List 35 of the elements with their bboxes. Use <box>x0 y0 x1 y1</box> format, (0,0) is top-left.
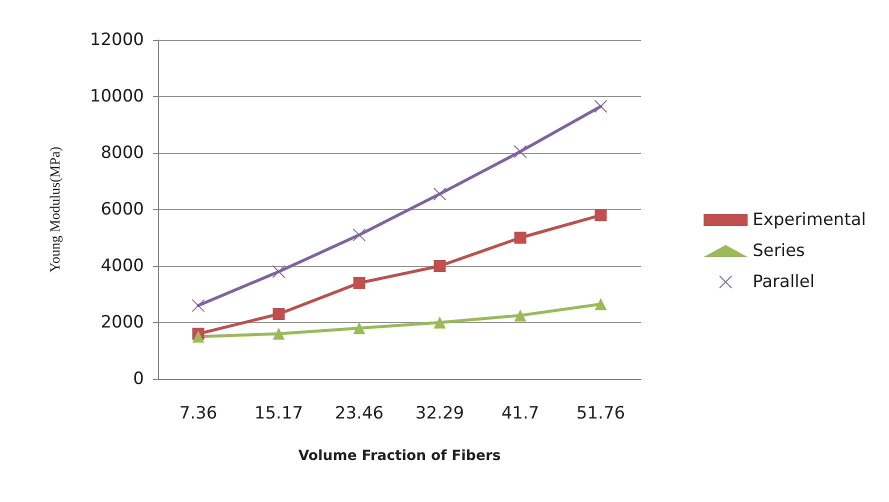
point <box>272 308 285 320</box>
point <box>192 330 204 343</box>
point <box>353 276 366 289</box>
point <box>594 298 607 310</box>
point <box>433 187 446 200</box>
point <box>434 316 446 328</box>
point <box>352 228 366 242</box>
legend-label: Series <box>752 241 806 261</box>
x-tick-label: 15.17 <box>254 404 304 424</box>
y-tick-label: 12000 <box>90 30 144 50</box>
point <box>514 145 527 158</box>
legend-label: Parallel <box>752 272 815 292</box>
y-tick-label: 8000 <box>100 143 144 163</box>
point <box>434 260 446 272</box>
y-tick-label: 2000 <box>100 312 144 332</box>
y-tick-label: 0 <box>133 369 144 389</box>
x-axis-title: Volume Fraction of Fibers <box>298 448 501 464</box>
y-axis-title: Young Modulus(MPa) <box>48 146 64 272</box>
y-tick-label: 10000 <box>90 86 144 106</box>
point <box>594 100 608 113</box>
x-tick-label: 41.7 <box>501 404 540 424</box>
y-tick-label: 6000 <box>100 200 144 220</box>
point <box>514 309 526 322</box>
x-tick-label: 32.29 <box>415 404 464 424</box>
legend-label: Experimental <box>752 210 866 230</box>
point <box>353 322 366 334</box>
point <box>272 328 285 340</box>
point <box>192 299 205 312</box>
x-tick-label: 23.46 <box>334 404 384 424</box>
y-tick-label: 4000 <box>100 256 144 276</box>
point <box>272 265 286 278</box>
x-tick-label: 51.76 <box>576 404 626 424</box>
point <box>594 209 607 222</box>
point <box>514 232 526 244</box>
x-tick-label: 7.36 <box>179 404 218 424</box>
